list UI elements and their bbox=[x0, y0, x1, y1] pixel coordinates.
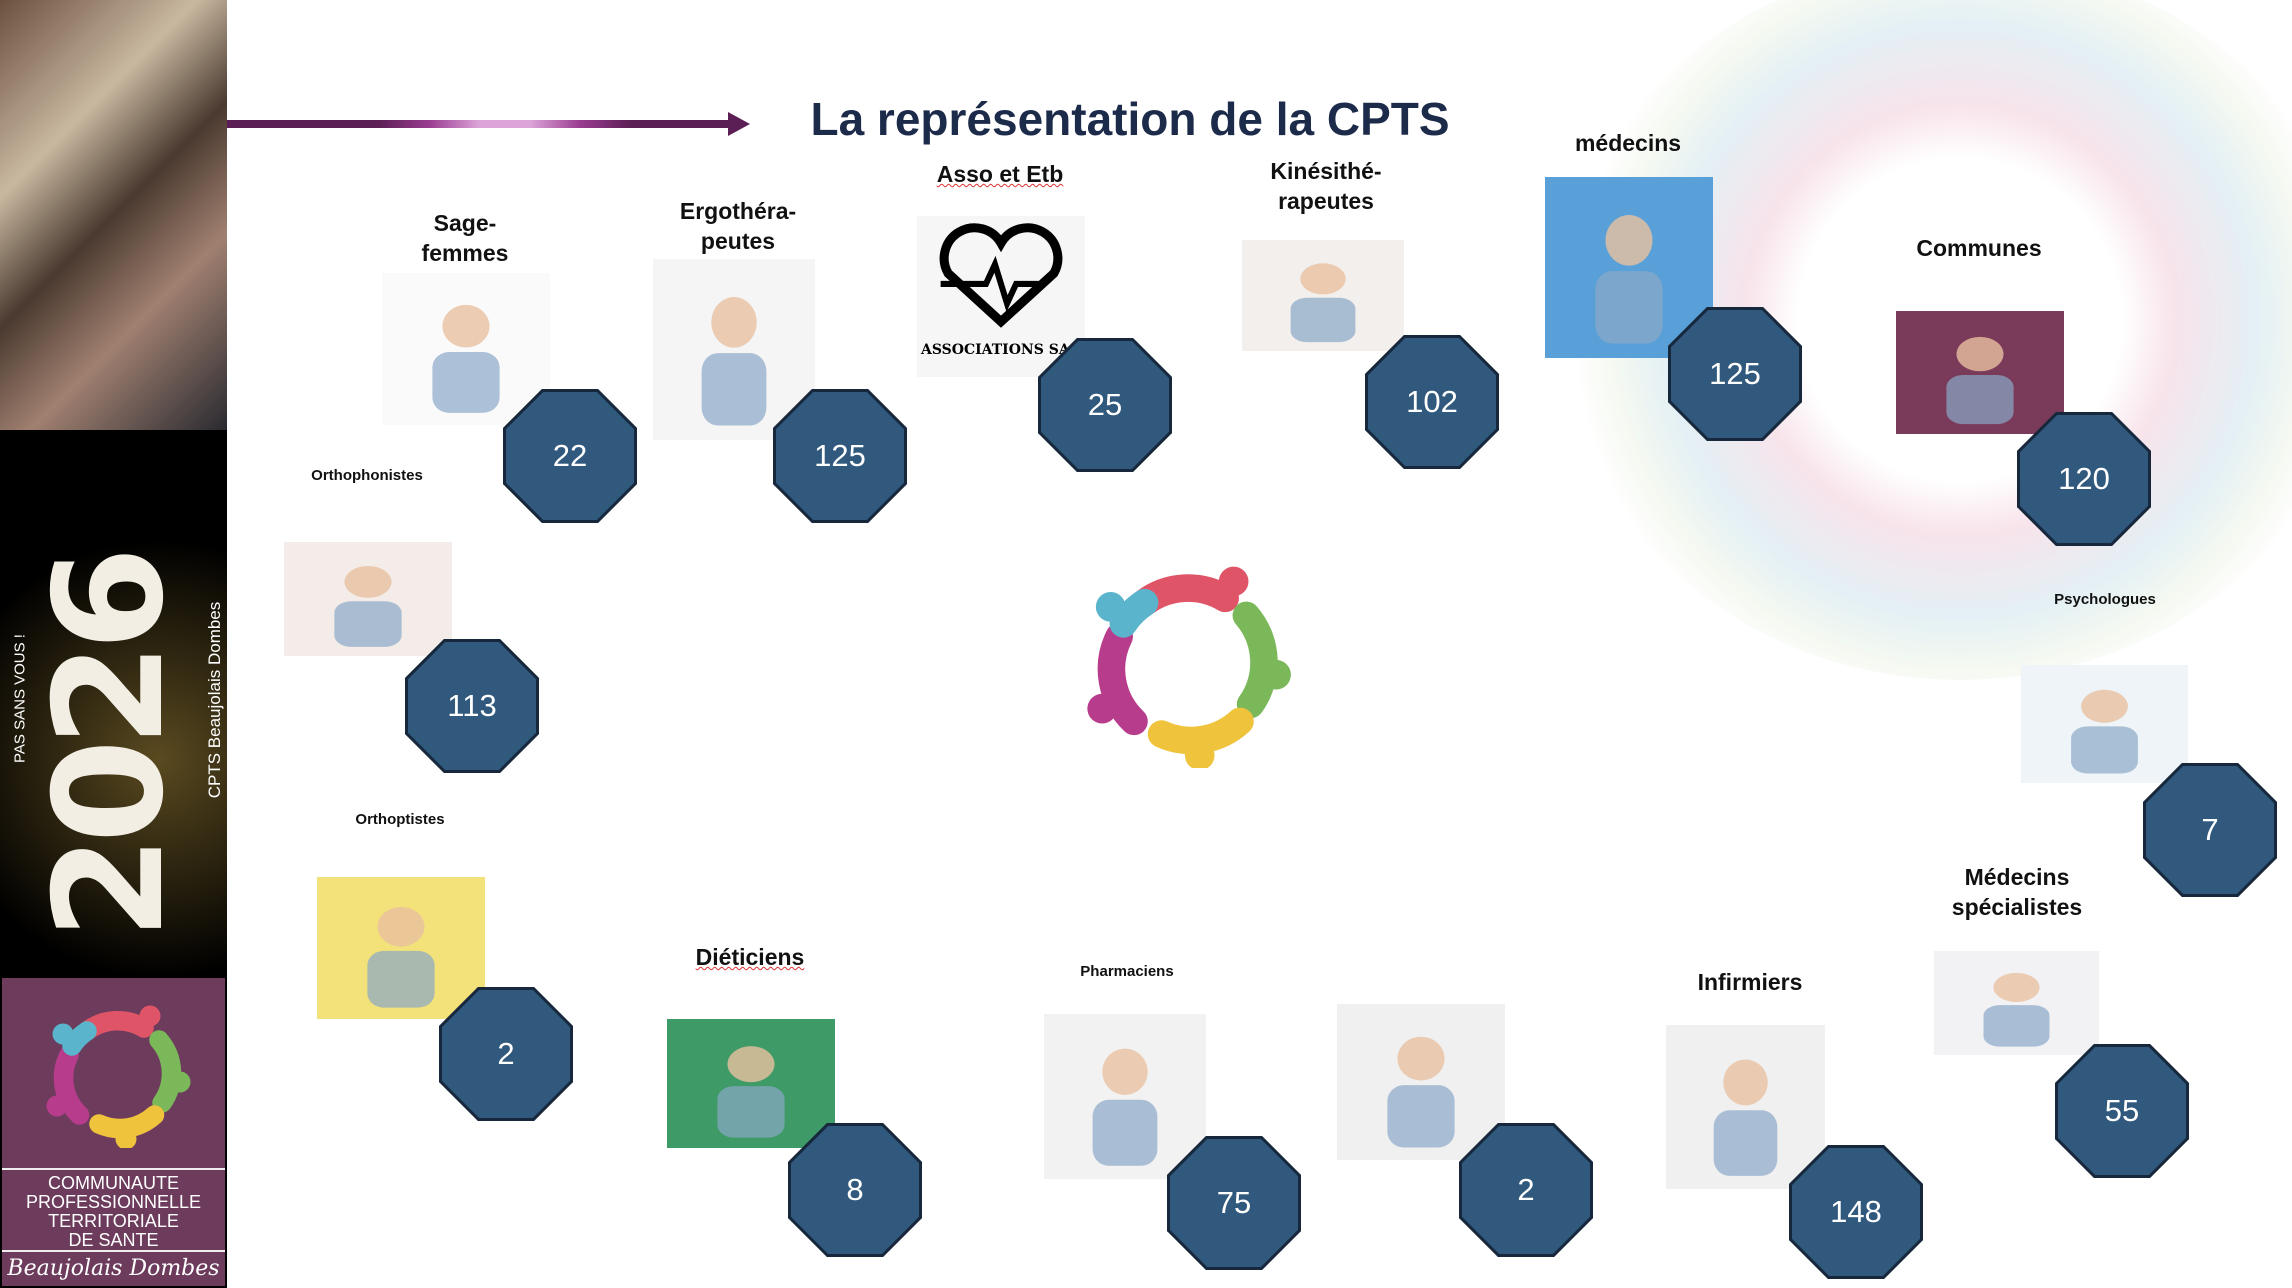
image-dieteticiens bbox=[667, 1019, 835, 1148]
count-badge-pharmaciens: 75 bbox=[1167, 1136, 1301, 1270]
count-value: 2 bbox=[1462, 1126, 1590, 1254]
photo-collage bbox=[0, 0, 227, 430]
label-orthoptistes: Orthoptistes bbox=[355, 811, 445, 828]
label-medecins: médecins bbox=[1574, 130, 1682, 156]
count-value: 7 bbox=[2146, 766, 2274, 894]
image-medecins bbox=[1545, 177, 1713, 358]
image-asso-etb: ASSOCIATIONS SA bbox=[917, 216, 1085, 377]
label-dieteticiens: Diéticiens bbox=[695, 944, 805, 970]
org-name: CPTS Beaujolais Dombes bbox=[205, 601, 224, 799]
label-ergotherapeutes: Ergothéra-peutes bbox=[679, 198, 797, 254]
image-infirmiers bbox=[1666, 1025, 1825, 1189]
label-medecins-specialistes: Médecins spécialistes bbox=[1951, 864, 2083, 920]
count-value: 113 bbox=[408, 642, 536, 770]
count-badge-communes: 120 bbox=[2017, 412, 2151, 546]
label-communes: Communes bbox=[1916, 235, 2042, 261]
image-communes bbox=[1896, 311, 2064, 434]
count-badge-dentistes: 2 bbox=[1459, 1123, 1593, 1257]
cpts-logo: COMMUNAUTE PROFESSIONNELLE TERRITORIALE DE … bbox=[2, 978, 225, 1286]
label-orthophonistes: Orthophonistes bbox=[311, 467, 423, 484]
count-badge-medecins-specialistes: 55 bbox=[2055, 1044, 2189, 1178]
image-orthophonistes bbox=[284, 542, 452, 656]
label-sage-femmes: Sage-femmes bbox=[421, 210, 509, 266]
image-pharmaciens bbox=[1044, 1014, 1206, 1179]
label-infirmiers: Infirmiers bbox=[1697, 969, 1803, 995]
count-value: 55 bbox=[2058, 1047, 2186, 1175]
count-badge-sage-femmes: 22 bbox=[503, 389, 637, 523]
page-title: La représentation de la CPTS bbox=[810, 93, 1450, 145]
count-badge-medecins: 125 bbox=[1668, 307, 1802, 441]
count-value: 125 bbox=[776, 392, 904, 520]
count-value: 120 bbox=[2020, 415, 2148, 543]
label-psychologues: Psychologues bbox=[2054, 591, 2156, 608]
image-dentistes bbox=[1337, 1004, 1505, 1160]
logo-region: Beaujolais Dombes bbox=[2, 1250, 225, 1286]
arrow-line bbox=[227, 120, 732, 128]
image-kinesitherapeutes bbox=[1242, 240, 1404, 351]
logo-text: COMMUNAUTE PROFESSIONNELLE TERRITORIALE DE … bbox=[2, 1168, 225, 1250]
arrow-head-icon bbox=[728, 112, 750, 136]
count-badge-dieteticiens: 8 bbox=[788, 1123, 922, 1257]
count-badge-psychologues: 7 bbox=[2143, 763, 2277, 897]
count-badge-asso-etb: 25 bbox=[1038, 338, 1172, 472]
image-orthoptistes bbox=[317, 877, 485, 1019]
count-badge-infirmiers: 148 bbox=[1789, 1145, 1923, 1279]
count-value: 148 bbox=[1792, 1148, 1920, 1276]
image-ergotherapeutes bbox=[653, 259, 815, 440]
count-badge-kinesitherapeutes: 102 bbox=[1365, 335, 1499, 469]
count-value: 75 bbox=[1170, 1139, 1298, 1267]
image-psychologues bbox=[2021, 665, 2188, 783]
image-medecins-specialistes bbox=[1934, 951, 2099, 1055]
label-asso-etb: Asso et Etb bbox=[936, 161, 1064, 187]
year-text: 2026 bbox=[23, 554, 197, 940]
count-badge-orthoptistes: 2 bbox=[439, 987, 573, 1121]
people-circle-icon bbox=[46, 1005, 191, 1148]
slogan: PAS SANS VOUS ! bbox=[11, 634, 29, 763]
count-value: 2 bbox=[442, 990, 570, 1118]
count-value: 125 bbox=[1671, 310, 1799, 438]
count-value: 22 bbox=[506, 392, 634, 520]
count-value: 25 bbox=[1041, 341, 1169, 469]
asso-image-text: ASSOCIATIONS SA bbox=[921, 341, 1070, 358]
count-value: 102 bbox=[1368, 338, 1496, 466]
left-banner: 2026 PAS SANS VOUS ! CPTS Beaujolais Dom… bbox=[0, 0, 227, 1288]
year-banner: 2026 PAS SANS VOUS ! CPTS Beaujolais Dom… bbox=[0, 430, 227, 978]
center-people-circle-icon bbox=[1087, 566, 1291, 768]
count-badge-orthophonistes: 113 bbox=[405, 639, 539, 773]
count-badge-ergotherapeutes: 125 bbox=[773, 389, 907, 523]
image-sage-femmes bbox=[382, 273, 550, 425]
label-kinesitherapeutes: Kinésithé-rapeutes bbox=[1270, 158, 1382, 214]
label-pharmaciens: Pharmaciens bbox=[1080, 963, 1174, 980]
count-value: 8 bbox=[791, 1126, 919, 1254]
